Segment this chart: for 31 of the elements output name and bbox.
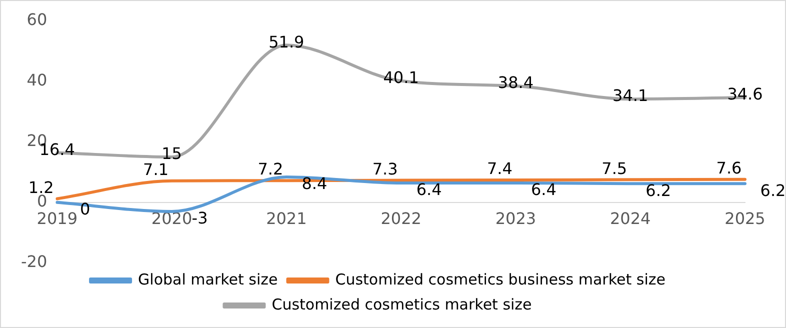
y-tick-label: 40 bbox=[26, 70, 48, 90]
data-label: 40.1 bbox=[383, 68, 419, 88]
x-tick-label: 2023 bbox=[495, 209, 536, 228]
data-label: 6.4 bbox=[416, 180, 442, 200]
data-label: 38.4 bbox=[498, 73, 534, 92]
x-tick-label: 2020 bbox=[151, 209, 192, 228]
x-tick-label: 2019 bbox=[36, 209, 78, 228]
x-tick-label: 2025 bbox=[724, 209, 766, 228]
legend-label: Customized cosmetics market size bbox=[272, 295, 532, 314]
data-label: 7.4 bbox=[486, 159, 512, 178]
legend-label: Global market size bbox=[138, 270, 278, 288]
line-series bbox=[56, 178, 746, 200]
x-tick-label: 2024 bbox=[610, 209, 651, 228]
x-tick-label: 2022 bbox=[380, 209, 422, 228]
data-label: 6.2 bbox=[760, 180, 786, 200]
data-label: 34.6 bbox=[727, 84, 763, 104]
y-tick-label: -20 bbox=[20, 252, 48, 272]
data-label: 7.3 bbox=[372, 159, 398, 178]
legend-label: Customized cosmetics business market size bbox=[335, 270, 666, 288]
data-label: 51.9 bbox=[268, 32, 304, 52]
line-series bbox=[56, 175, 746, 213]
x-tick-label: 2021 bbox=[266, 209, 307, 228]
data-label: 6.2 bbox=[646, 180, 672, 200]
y-tick-label: 60 bbox=[26, 10, 48, 29]
data-label: 7.6 bbox=[716, 158, 742, 178]
data-label: 34.1 bbox=[612, 86, 648, 106]
data-label: 6.4 bbox=[530, 180, 556, 200]
data-label: 7.5 bbox=[602, 158, 628, 178]
data-label: -3 bbox=[192, 208, 208, 228]
data-label: 7.2 bbox=[258, 160, 284, 179]
y-tick-label: 0 bbox=[36, 192, 48, 211]
